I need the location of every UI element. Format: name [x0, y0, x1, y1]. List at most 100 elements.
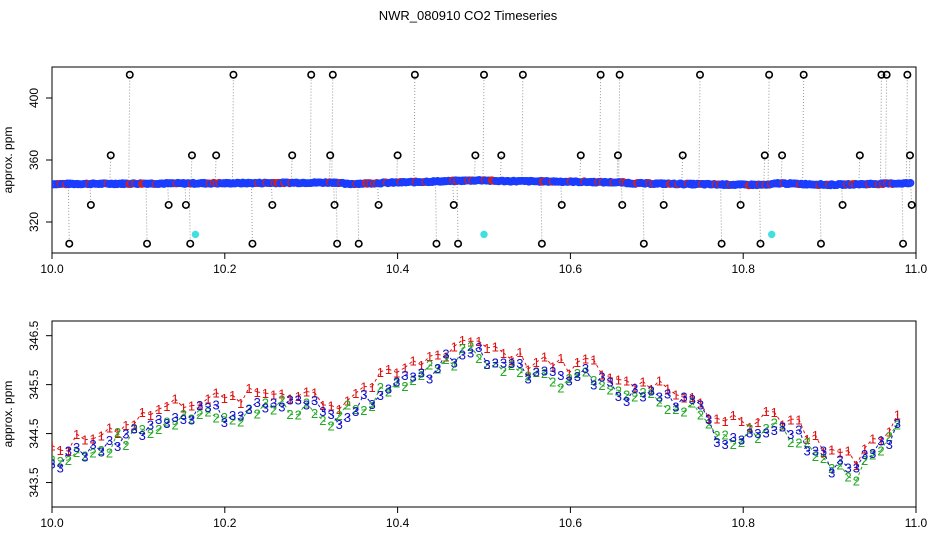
series-3-point: 3: [278, 400, 285, 415]
x-tick-label: 10.4: [386, 262, 410, 276]
series-2-segment: [864, 454, 874, 461]
series-3-point: 3: [385, 381, 392, 396]
series-1-segment: [306, 391, 315, 394]
series-1-segment: [224, 394, 233, 399]
series-3-segment: [839, 459, 849, 468]
series-3-point: 3: [81, 449, 88, 464]
series-2-point: 2: [410, 373, 417, 388]
series-1-point: 1: [352, 386, 359, 401]
series-1-segment: [166, 398, 176, 407]
spike-line: [109, 155, 112, 184]
series-3-segment: [626, 387, 636, 402]
calibration-point: [877, 70, 886, 79]
series-3-point: 3: [853, 460, 860, 475]
spike-line: [67, 183, 70, 244]
series-1-point: 1: [894, 407, 901, 422]
spike-line: [885, 74, 888, 184]
series-2-segment: [634, 391, 644, 397]
spike-line: [763, 155, 766, 185]
series-1-segment: [380, 368, 389, 373]
series-2-segment: [412, 374, 422, 381]
series-3-segment: [445, 353, 455, 363]
series-2-segment: [872, 450, 882, 456]
series-3-segment: [536, 369, 545, 372]
series-3-point: 3: [762, 425, 769, 440]
calibration-point: [596, 70, 605, 79]
series-1-point: 1: [336, 402, 343, 417]
series-1-segment: [659, 380, 668, 389]
calibration-point: [186, 239, 195, 248]
series-1-point: 1: [81, 433, 88, 448]
series-2-segment: [101, 449, 110, 453]
series-1-segment: [60, 449, 69, 452]
series-2-segment: [330, 414, 340, 426]
calibration-point: [164, 200, 173, 209]
series-3-segment: [297, 398, 307, 405]
series-3-point: 3: [533, 364, 540, 379]
bottom-panel: 10.0 10.2 10.4 10.6 10.8 11.0 343.5 344.5 345.5 3…: [1, 320, 928, 530]
series-3-point: 3: [98, 444, 105, 459]
series-3-segment: [265, 402, 274, 408]
series-1-segment: [240, 387, 250, 404]
series-2-segment: [708, 423, 718, 436]
series-2-segment: [618, 389, 627, 395]
series-3-segment: [141, 424, 151, 436]
series-1-segment: [773, 411, 783, 425]
series-2-segment: [585, 371, 595, 381]
series-3-point: 3: [114, 439, 121, 454]
series-2-segment: [798, 441, 808, 444]
series-1-point: 1: [270, 387, 277, 402]
y-tick-label: 345.5: [27, 369, 41, 399]
series-3-point: 3: [426, 371, 433, 386]
series-3-point: 3: [147, 418, 154, 433]
calibration-point: [736, 200, 745, 209]
series-1-segment: [117, 424, 127, 434]
series-2-segment: [322, 419, 332, 426]
series-2-segment: [774, 422, 783, 427]
calibration-point: [248, 239, 257, 248]
series-3-segment: [404, 374, 414, 377]
series-1-segment: [716, 417, 726, 422]
spike-line: [540, 181, 543, 244]
spike-line: [905, 74, 908, 184]
spike-line: [188, 183, 191, 244]
series-1-segment: [503, 352, 512, 361]
series-3-point: 3: [237, 408, 244, 423]
series-1-point: 1: [221, 391, 228, 406]
series-3-point: 3: [886, 437, 893, 452]
series-2-point: 2: [418, 368, 425, 383]
series-1-segment: [76, 433, 86, 441]
series-2-segment: [256, 402, 266, 414]
series-1-segment: [330, 404, 340, 410]
series-2-point: 2: [828, 461, 835, 476]
series-3-point: 3: [590, 378, 597, 393]
series-3-segment: [191, 404, 201, 420]
series-1-segment: [109, 427, 118, 434]
y-tick-label: 400: [27, 88, 41, 108]
spike-line: [335, 182, 338, 244]
calibration-point: [432, 239, 441, 248]
series-3-segment: [240, 408, 250, 416]
spike-line: [128, 74, 131, 184]
calibration-point: [125, 70, 134, 79]
calibration-point: [229, 70, 238, 79]
calibration-point: [181, 200, 190, 209]
series-3-point: 3: [738, 433, 745, 448]
spike-line: [309, 74, 312, 183]
series-1-segment: [699, 402, 710, 419]
spike-line: [434, 181, 437, 244]
series-3-point: 3: [787, 427, 794, 442]
series-2-segment: [388, 382, 398, 392]
series-2-segment: [806, 441, 816, 457]
series-2-point: 2: [57, 454, 64, 469]
series-1-segment: [150, 408, 159, 416]
series-3-segment: [667, 393, 677, 407]
series-1-segment: [568, 361, 578, 374]
series-1-segment: [823, 448, 832, 453]
series-3-segment: [166, 416, 176, 424]
series-3-point: 3: [434, 361, 441, 376]
series-1-segment: [396, 367, 406, 374]
series-1-point: 1: [204, 391, 211, 406]
series-1-point: 1: [147, 408, 154, 423]
